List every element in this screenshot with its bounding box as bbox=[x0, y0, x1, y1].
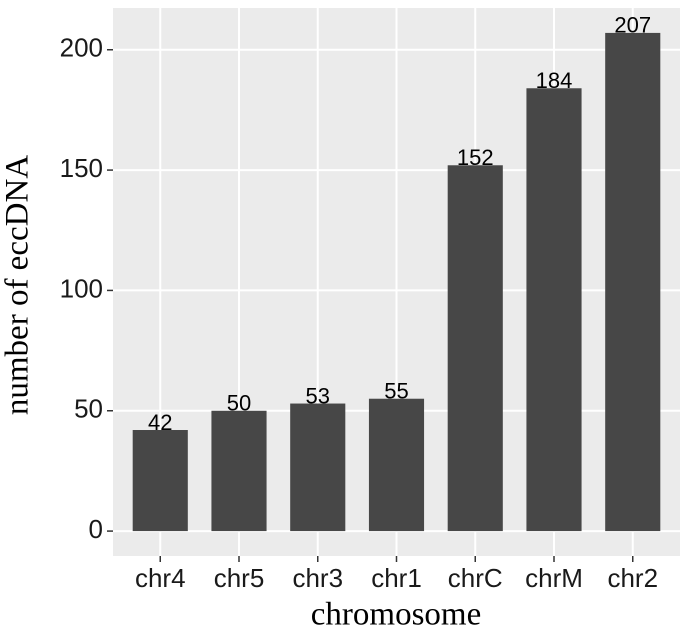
x-axis-title: chromosome bbox=[311, 597, 481, 633]
x-tick-label: chrM bbox=[525, 563, 583, 593]
value-label: 207 bbox=[614, 13, 651, 38]
bar bbox=[211, 410, 267, 532]
y-tick-label: 0 bbox=[89, 514, 103, 544]
bar bbox=[605, 32, 661, 532]
x-tick-label: chr2 bbox=[607, 563, 658, 593]
bar bbox=[132, 430, 188, 532]
y-tick-label: 200 bbox=[60, 33, 103, 63]
bar bbox=[290, 403, 346, 532]
bar bbox=[447, 165, 503, 532]
x-tick-label: chrC bbox=[448, 563, 503, 593]
bar bbox=[526, 88, 582, 532]
x-tick-label: chr3 bbox=[292, 563, 343, 593]
y-axis-title: number of eccDNA bbox=[0, 155, 36, 415]
x-tick-label: chr4 bbox=[135, 563, 186, 593]
y-tick-label: 100 bbox=[60, 273, 103, 303]
value-label: 50 bbox=[227, 391, 251, 416]
y-tick-label: 50 bbox=[74, 394, 103, 424]
value-label: 55 bbox=[384, 379, 408, 404]
bar bbox=[368, 398, 425, 532]
x-tick-label: chr5 bbox=[214, 563, 265, 593]
value-label: 184 bbox=[536, 68, 573, 93]
value-label: 53 bbox=[306, 383, 330, 408]
value-label: 42 bbox=[148, 410, 172, 435]
value-label: 152 bbox=[457, 145, 494, 170]
y-tick-label: 150 bbox=[60, 153, 103, 183]
x-tick-label: chr1 bbox=[371, 563, 422, 593]
